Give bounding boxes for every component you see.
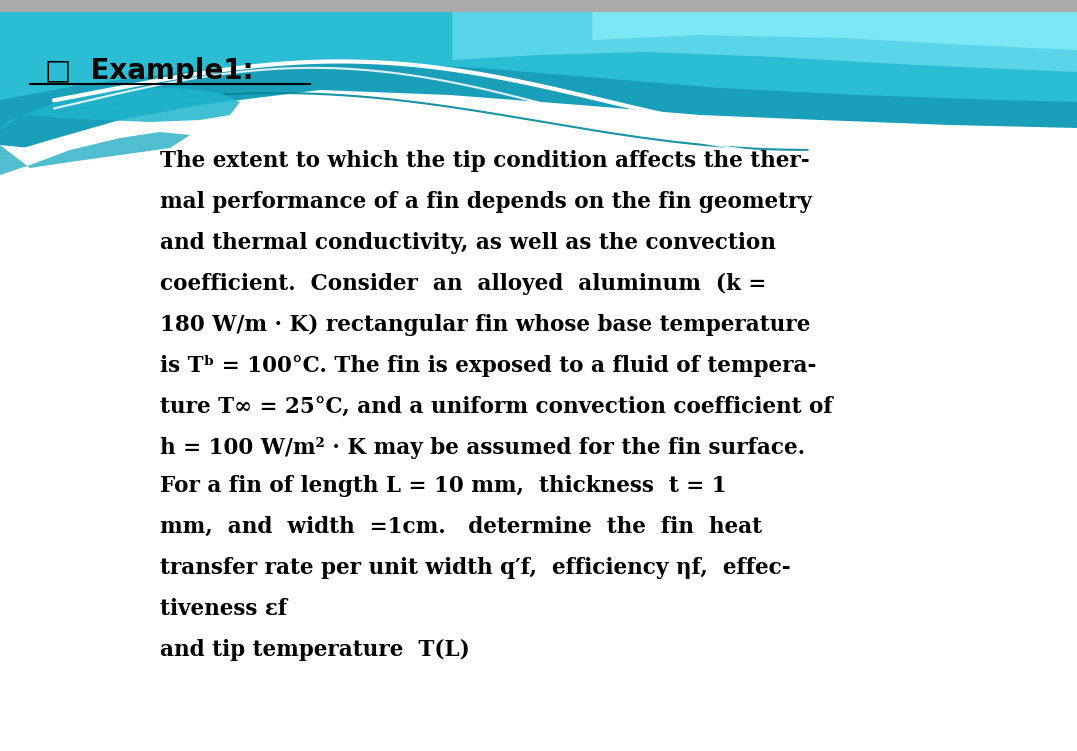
Text: mal performance of a fin depends on the fin geometry: mal performance of a fin depends on the … — [160, 191, 812, 213]
Text: The extent to which the tip condition affects the ther-: The extent to which the tip condition af… — [160, 150, 810, 172]
Text: □  Example1:: □ Example1: — [45, 57, 253, 85]
Polygon shape — [0, 0, 1077, 155]
Polygon shape — [0, 88, 240, 130]
Text: 180 W/m · K) rectangular fin whose base temperature: 180 W/m · K) rectangular fin whose base … — [160, 314, 810, 336]
Text: and tip temperature  T(L): and tip temperature T(L) — [160, 639, 470, 661]
Text: coefficient.  Consider  an  alloyed  aluminum  (k =: coefficient. Consider an alloyed aluminu… — [160, 273, 767, 295]
Text: For a fin of length L = 10 mm,  thickness  t = 1: For a fin of length L = 10 mm, thickness… — [160, 475, 727, 497]
Polygon shape — [0, 132, 190, 175]
Text: tiveness εf: tiveness εf — [160, 598, 288, 620]
Text: transfer rate per unit width q′f,  efficiency ηf,  effec-: transfer rate per unit width q′f, effici… — [160, 557, 791, 579]
Text: ture T∞ = 25°C, and a uniform convection coefficient of: ture T∞ = 25°C, and a uniform convection… — [160, 396, 833, 418]
Text: and thermal conductivity, as well as the convection: and thermal conductivity, as well as the… — [160, 232, 775, 254]
Polygon shape — [0, 80, 370, 155]
Text: mm,  and  width  =1cm.   determine  the  fin  heat: mm, and width =1cm. determine the fin he… — [160, 516, 763, 538]
Bar — [0, 0, 1077, 12]
Polygon shape — [592, 0, 1077, 50]
Polygon shape — [0, 0, 1077, 102]
Text: is Tᵇ = 100°C. The fin is exposed to a fluid of tempera-: is Tᵇ = 100°C. The fin is exposed to a f… — [160, 355, 816, 377]
Text: h = 100 W/m² · K may be assumed for the fin surface.: h = 100 W/m² · K may be assumed for the … — [160, 437, 806, 459]
Polygon shape — [452, 0, 1077, 72]
